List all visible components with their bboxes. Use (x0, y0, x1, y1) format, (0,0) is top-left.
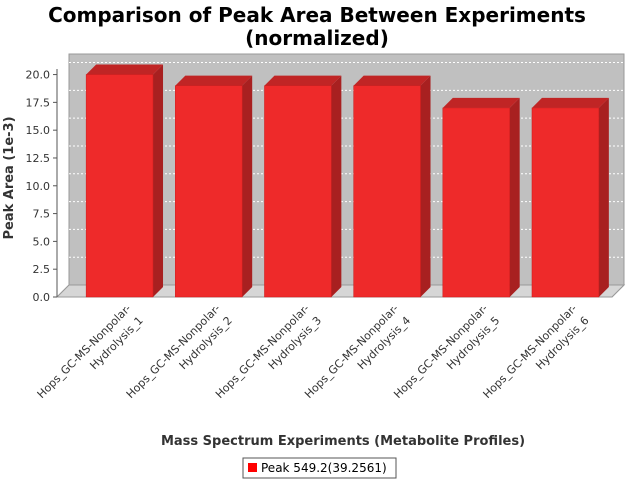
y-tick-label: 17.5 (26, 96, 51, 109)
bar-side (153, 64, 164, 297)
x-axis-title: Mass Spectrum Experiments (Metabolite Pr… (161, 434, 525, 449)
y-tick-label: 10.0 (26, 180, 51, 193)
bar-top (531, 97, 609, 108)
legend: Peak 549.2(39.2561) (242, 457, 397, 479)
legend-label: Peak 549.2(39.2561) (261, 461, 387, 475)
bar-side (420, 75, 431, 298)
bar (442, 107, 510, 298)
bar (85, 74, 154, 298)
y-tick-label: 7.5 (33, 208, 51, 221)
bar (353, 85, 421, 298)
bar-top (264, 75, 342, 86)
y-tick-label: 0.0 (33, 291, 51, 304)
bar-side (598, 97, 609, 298)
bar-top (86, 64, 164, 75)
bar (264, 85, 332, 298)
y-axis-title: Peak Area (1e-3) (2, 116, 17, 239)
x-tick-label: Hops_GC-MS-Nonpolar- (35, 302, 134, 401)
y-tick-label: 5.0 (33, 235, 51, 248)
bar (175, 85, 243, 298)
y-tick-label: 15.0 (26, 124, 51, 137)
chart-title-line-1: Comparison of Peak Area Between Experime… (48, 3, 586, 27)
legend-swatch (248, 463, 257, 472)
chart-title-line-2: (normalized) (245, 26, 389, 50)
bar-top (442, 97, 520, 108)
bar-side (509, 97, 520, 298)
bar (531, 107, 600, 298)
bar-top (175, 75, 253, 86)
plot-area: 0.0 2.5 5.0 7.5 10.0 12.5 15.0 17.5 20.0 Hops_GC-… (26, 53, 626, 401)
bar-side (242, 75, 253, 298)
legend-box (242, 457, 397, 479)
y-tick-label: 2.5 (33, 263, 51, 276)
y-tick-label: 12.5 (26, 152, 51, 165)
y-tick-label: 20.0 (26, 69, 51, 82)
bar-side (331, 75, 342, 298)
bar-top (353, 75, 431, 86)
